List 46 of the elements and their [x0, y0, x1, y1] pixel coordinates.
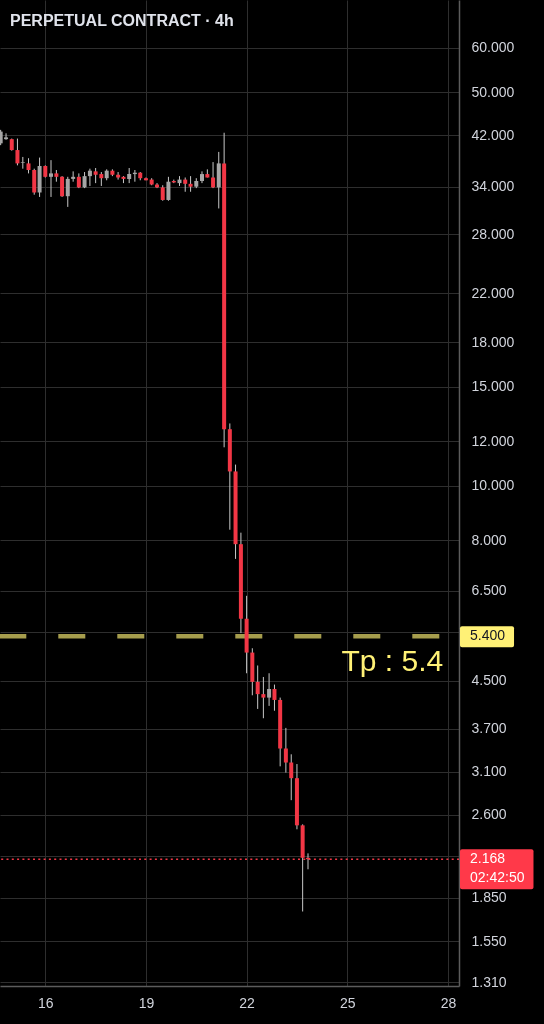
- y-tick-label: 60.000: [471, 39, 515, 56]
- y-tick-label: 18.000: [471, 333, 515, 350]
- candlestick: [116, 171, 121, 181]
- y-tick-label: 3.100: [471, 763, 507, 780]
- candlestick: [49, 159, 53, 198]
- y-tick-label: 1.850: [471, 889, 507, 906]
- candlestick: [20, 156, 25, 170]
- candlestick: [32, 168, 37, 196]
- text: PERPETUAL CONTRACT · 4h: [10, 12, 234, 29]
- x-tick-label: 19: [138, 994, 155, 1011]
- y-tick-label: 22.000: [471, 284, 515, 301]
- candlestick: [166, 176, 171, 202]
- y-tick-label: 1.310: [471, 973, 507, 990]
- y-tick-label: 3.700: [471, 720, 507, 737]
- candlestick: [60, 175, 65, 198]
- y-tick-label: 15.000: [471, 378, 515, 395]
- candlestick: [261, 676, 266, 719]
- candlestick: [15, 138, 20, 166]
- y-tick-label: 50.000: [471, 83, 515, 100]
- y-tick-label: 12.000: [471, 432, 515, 449]
- y-tick-label: 42.000: [471, 126, 515, 143]
- candlestick: [289, 753, 294, 801]
- y-tick-label: 34.000: [471, 178, 515, 195]
- candlestick: [267, 672, 272, 707]
- candlestick: [65, 176, 70, 208]
- candlestick: [283, 727, 288, 774]
- y-tick-label: 28.000: [471, 225, 515, 242]
- x-tick-label: 28: [440, 994, 457, 1011]
- candlestick: [4, 132, 9, 141]
- y-tick-label: 10.000: [471, 477, 515, 494]
- x-tick-label: 16: [38, 994, 54, 1011]
- ref-line-label: 5.400: [470, 627, 506, 644]
- y-tick-label: 8.000: [471, 531, 507, 548]
- y-tick-label: 6.500: [471, 582, 507, 599]
- candlestick: [71, 170, 76, 183]
- x-tick-label: 25: [339, 994, 356, 1011]
- y-tick-label: 4.500: [471, 672, 507, 689]
- candlestick: [211, 161, 216, 189]
- candlestick: [87, 168, 92, 187]
- annotation: Tp : 5.4: [341, 644, 444, 678]
- candlestick: [272, 684, 277, 712]
- y-tick-label: 2.600: [471, 806, 507, 823]
- y-tick-label: 1.550: [471, 932, 507, 949]
- ref-line-label: 2.168 02:42:50: [470, 850, 525, 886]
- candlestick: [255, 664, 260, 710]
- x-tick-label: 22: [239, 994, 256, 1011]
